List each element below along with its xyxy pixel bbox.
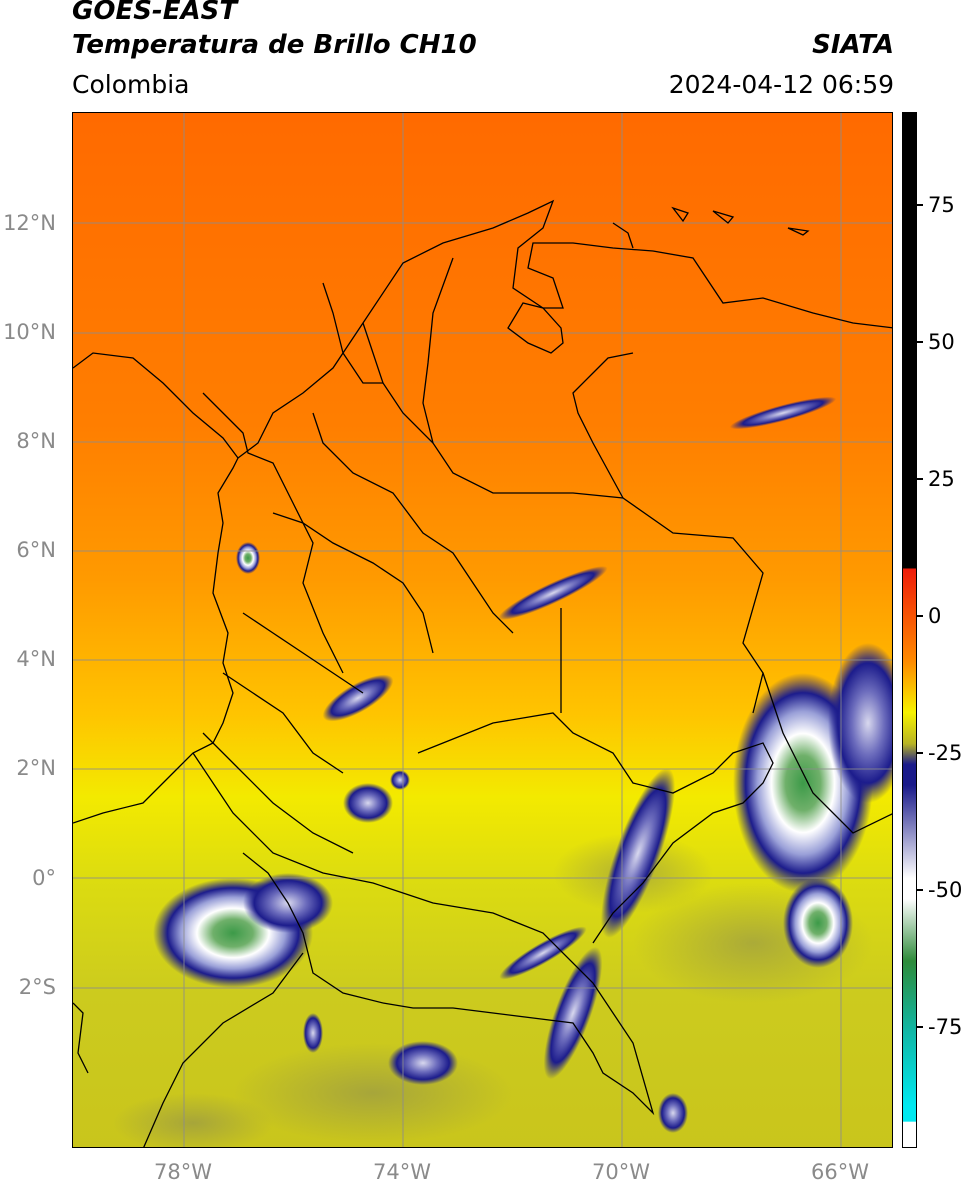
- graticule: [73, 113, 892, 1147]
- lon-label-66w: 66°W: [811, 1160, 869, 1184]
- lon-label-74w: 74°W: [373, 1160, 431, 1184]
- lat-label-8n: 8°N: [16, 429, 56, 453]
- lon-label-70w: 70°W: [592, 1160, 650, 1184]
- colorbar-label-0: 0: [928, 604, 942, 628]
- lat-label-0: 0°: [32, 866, 56, 890]
- colorbar-label-50: 50: [928, 330, 955, 354]
- lat-label-10n: 10°N: [3, 320, 56, 344]
- colorbar-label-minus75: -75: [928, 1015, 963, 1039]
- colorbar-tick: [917, 615, 923, 617]
- colorbar-tick: [917, 1026, 923, 1028]
- agency-label: SIATA: [812, 30, 894, 60]
- coastlines-borders: [73, 199, 892, 1147]
- lat-label-4n: 4°N: [16, 647, 56, 671]
- lon-label-78w: 78°W: [154, 1160, 212, 1184]
- colorbar-tick: [917, 478, 923, 480]
- lat-label-12n: 12°N: [3, 211, 56, 235]
- lat-label-2s: 2°S: [18, 975, 56, 999]
- temperature-colorbar: [902, 112, 917, 1148]
- satellite-title: GOES-EAST: [72, 0, 238, 26]
- region-label: Colombia: [72, 70, 190, 99]
- colorbar-label-25: 25: [928, 467, 955, 491]
- lat-label-2n: 2°N: [16, 756, 56, 780]
- colorbar-label-minus50: -50: [928, 878, 963, 902]
- datetime-label: 2024-04-12 06:59: [668, 70, 894, 99]
- brightness-temperature-image: [73, 113, 892, 1147]
- colorbar-tick: [917, 341, 923, 343]
- lat-label-6n: 6°N: [16, 538, 56, 562]
- satellite-map[interactable]: [72, 112, 893, 1148]
- colorbar-tick: [917, 752, 923, 754]
- colorbar-tick: [917, 204, 923, 206]
- colorbar-label-minus25: -25: [928, 741, 963, 765]
- colorbar-tick: [917, 889, 923, 891]
- colorbar-label-75: 75: [928, 193, 955, 217]
- product-title: Temperatura de Brillo CH10: [72, 30, 477, 60]
- cloud-tops: [153, 396, 892, 1133]
